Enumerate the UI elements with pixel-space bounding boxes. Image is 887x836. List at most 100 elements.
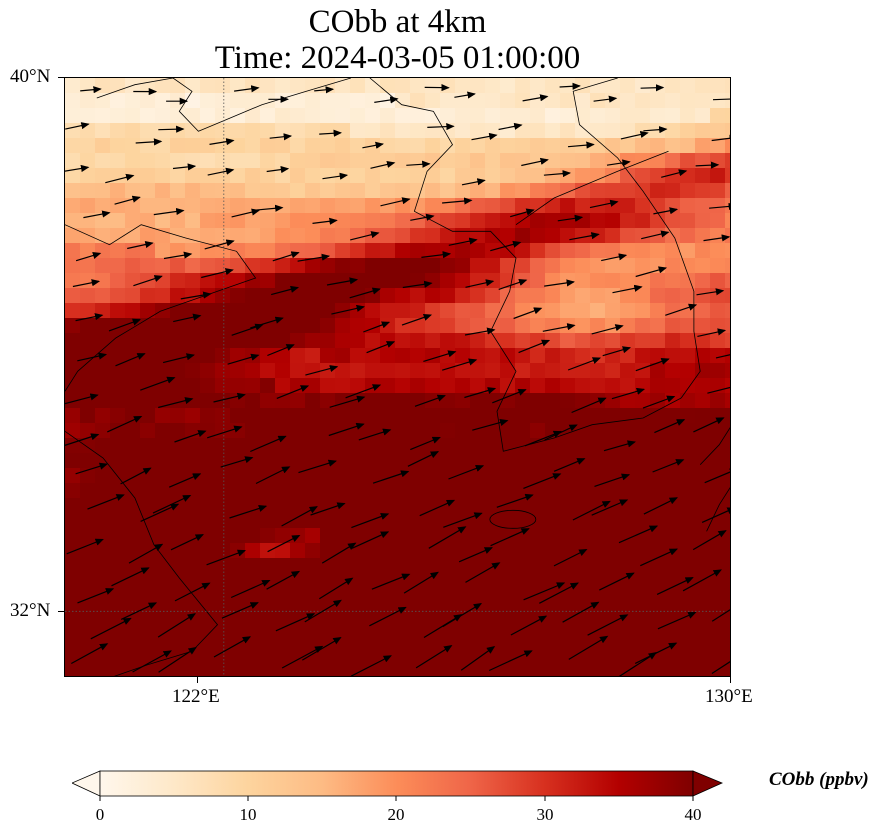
wind-vector — [601, 253, 628, 262]
concentration-cell — [290, 603, 306, 619]
concentration-cell — [215, 393, 231, 409]
wind-vector — [204, 239, 235, 250]
concentration-cell — [410, 498, 426, 514]
concentration-cell — [545, 498, 561, 514]
concentration-cell — [140, 468, 156, 484]
concentration-cell — [650, 243, 666, 259]
wind-vector — [107, 415, 143, 433]
concentration-cell — [605, 663, 621, 676]
concentration-cell — [575, 483, 591, 499]
concentration-cell — [125, 108, 141, 124]
concentration-cell — [215, 78, 231, 94]
concentration-cell — [200, 93, 216, 109]
concentration-cell — [320, 588, 336, 604]
concentration-cell — [440, 213, 456, 229]
wind-vector — [128, 543, 164, 564]
concentration-cell — [380, 198, 396, 214]
concentration-cell — [170, 183, 186, 199]
concentration-cell — [200, 363, 216, 379]
concentration-cell — [395, 93, 411, 109]
concentration-cell — [170, 123, 186, 139]
concentration-cell — [725, 498, 730, 514]
concentration-cell — [530, 408, 546, 424]
concentration-cell — [560, 438, 576, 454]
concentration-cell — [425, 183, 441, 199]
concentration-cell — [200, 468, 216, 484]
concentration-cell — [545, 408, 561, 424]
concentration-cell — [350, 243, 366, 259]
concentration-cell — [500, 198, 516, 214]
concentration-cell — [515, 528, 531, 544]
concentration-cell — [605, 78, 621, 94]
wind-vector — [158, 646, 197, 673]
concentration-cell — [305, 453, 321, 469]
concentration-cell — [620, 468, 636, 484]
concentration-cell — [305, 123, 321, 139]
concentration-cell — [665, 498, 681, 514]
concentration-cell — [140, 618, 156, 634]
concentration-cell — [260, 378, 276, 394]
concentration-cell — [650, 348, 666, 364]
concentration-cell — [170, 483, 186, 499]
wind-vector — [370, 160, 396, 169]
concentration-cell — [590, 663, 606, 676]
wind-vector — [642, 395, 676, 409]
concentration-cell — [80, 153, 96, 169]
concentration-cell — [515, 183, 531, 199]
concentration-cell — [440, 288, 456, 304]
concentration-cell — [200, 108, 216, 124]
concentration-cell — [365, 498, 381, 514]
concentration-cell — [290, 423, 306, 439]
concentration-field — [65, 78, 730, 676]
concentration-cell — [305, 243, 321, 259]
concentration-cell — [65, 663, 81, 676]
concentration-cell — [440, 633, 456, 649]
concentration-cell — [245, 558, 261, 574]
concentration-cell — [650, 573, 666, 589]
concentration-cell — [575, 78, 591, 94]
concentration-cell — [620, 123, 636, 139]
concentration-cell — [395, 108, 411, 124]
concentration-cell — [395, 393, 411, 409]
concentration-cell — [485, 93, 501, 109]
concentration-cell — [95, 393, 111, 409]
concentration-cell — [410, 468, 426, 484]
concentration-cell — [95, 258, 111, 274]
concentration-cell — [65, 423, 81, 439]
wind-vector — [65, 164, 90, 173]
concentration-cell — [305, 78, 321, 94]
concentration-cell — [125, 408, 141, 424]
concentration-cell — [125, 93, 141, 109]
concentration-cell — [590, 528, 606, 544]
concentration-cell — [170, 528, 186, 544]
concentration-cell — [185, 663, 201, 676]
concentration-cell — [485, 243, 501, 259]
wind-vector — [498, 122, 523, 131]
concentration-cell — [635, 663, 651, 676]
concentration-cell — [425, 333, 441, 349]
concentration-cell — [680, 513, 696, 529]
concentration-cell — [215, 663, 231, 676]
concentration-cell — [155, 138, 171, 154]
wind-vector — [465, 562, 501, 583]
concentration-cell — [455, 123, 471, 139]
concentration-cell — [80, 513, 96, 529]
concentration-cell — [230, 303, 246, 319]
concentration-cell — [245, 498, 261, 514]
wind-vector — [428, 526, 467, 549]
concentration-cell — [410, 603, 426, 619]
concentration-cell — [80, 348, 96, 364]
wind-vector — [305, 365, 339, 376]
concentration-cell — [275, 213, 291, 229]
concentration-cell — [305, 618, 321, 634]
concentration-cell — [500, 303, 516, 319]
concentration-cell — [650, 648, 666, 664]
wind-vector — [221, 602, 259, 619]
wind-vector — [372, 470, 410, 484]
concentration-cell — [695, 123, 711, 139]
concentration-cell — [320, 438, 336, 454]
concentration-cell — [560, 288, 576, 304]
concentration-cell — [500, 603, 516, 619]
concentration-cell — [560, 393, 576, 409]
concentration-cell — [425, 78, 441, 94]
